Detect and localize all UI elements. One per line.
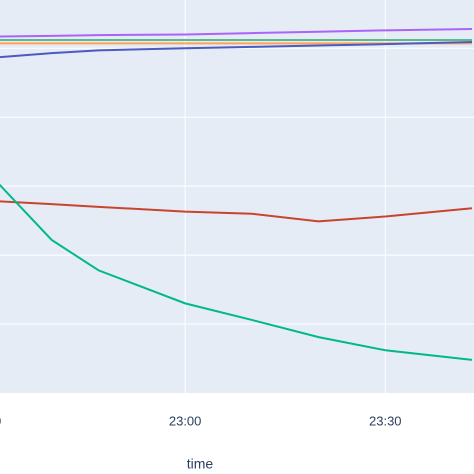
plot-area [0,0,474,393]
line-series [0,183,473,361]
x-tick-label: 23:30 [369,413,402,428]
x-tick-label: 22:30 [0,413,1,428]
line-series [0,41,473,59]
x-tick-label: 23:00 [169,413,202,428]
x-axis-title: time [187,456,214,472]
line-series [0,200,473,223]
line-series [0,27,473,38]
